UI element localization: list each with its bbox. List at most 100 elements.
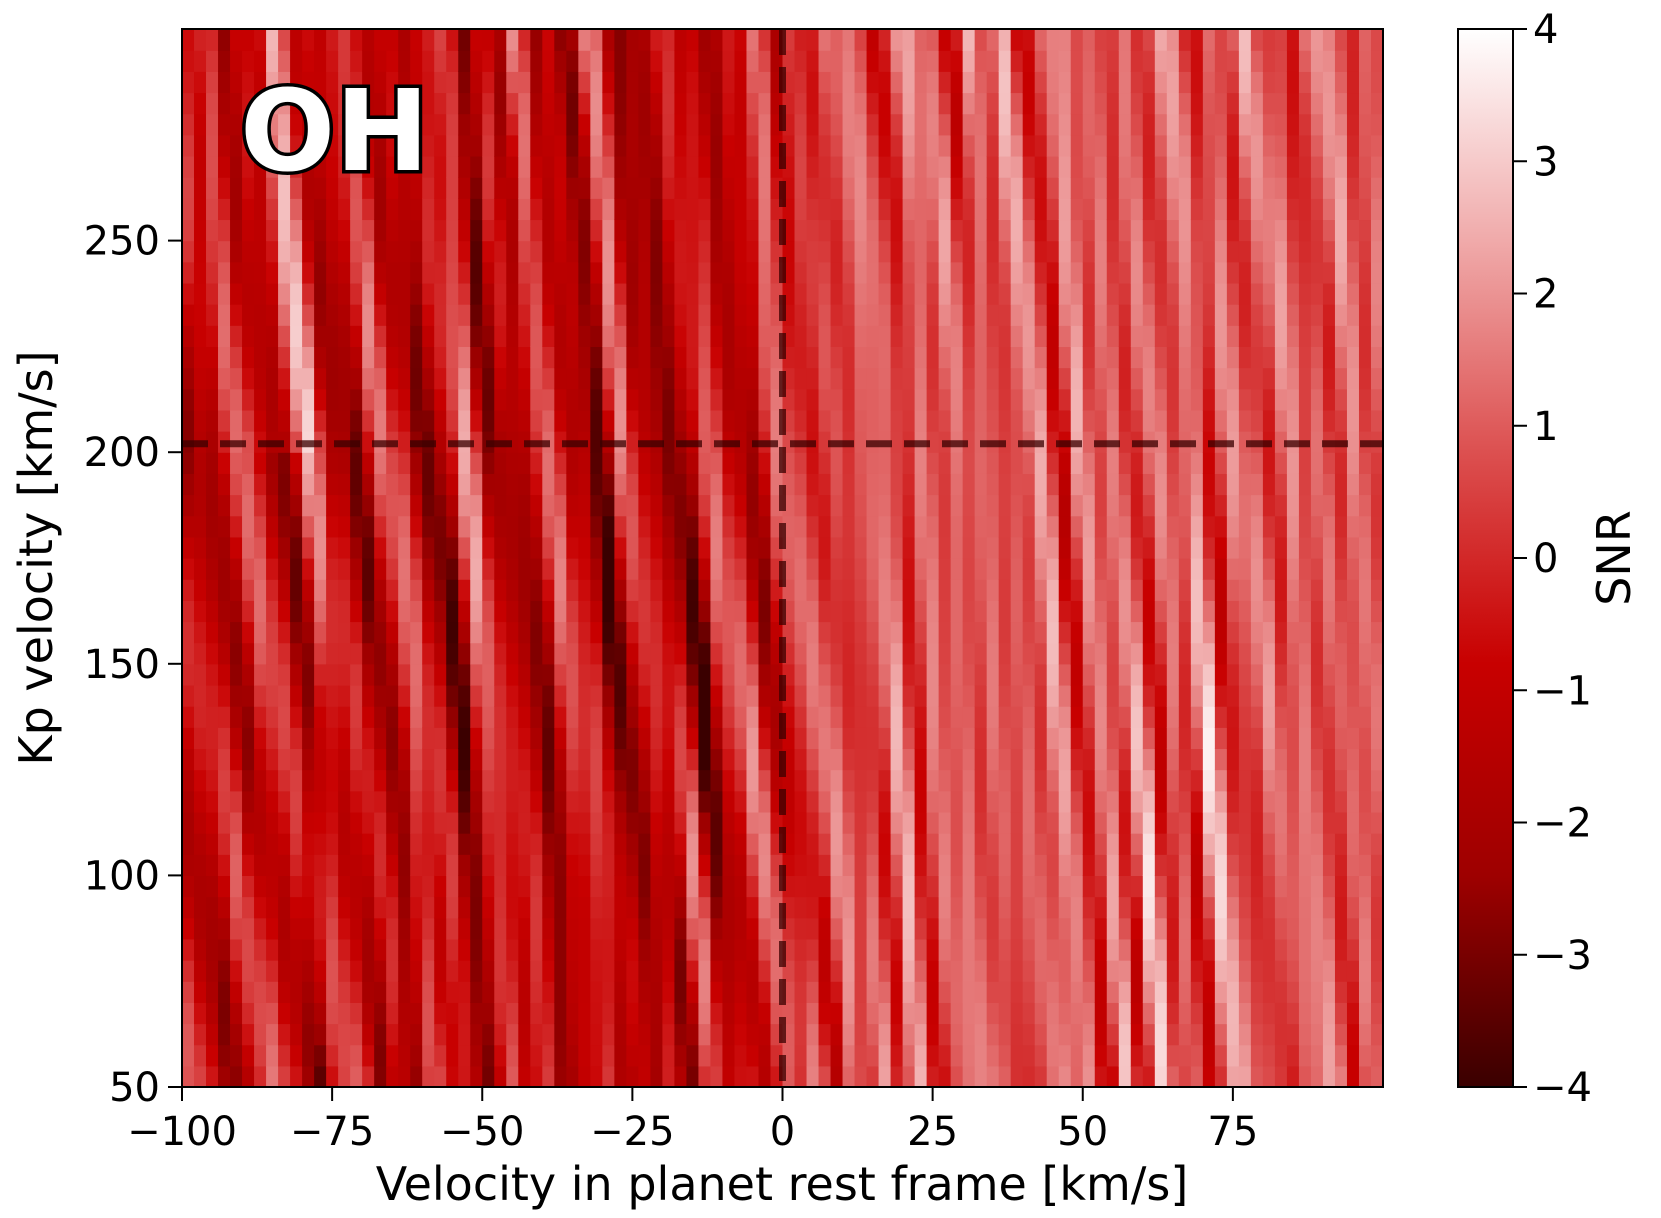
heatmap-cell — [938, 219, 952, 242]
heatmap-cell — [710, 642, 724, 665]
heatmap-cell — [278, 494, 291, 517]
heatmap-cell — [218, 1023, 231, 1046]
heatmap-cell — [530, 1023, 543, 1046]
heatmap-cell — [1046, 621, 1060, 644]
heatmap-cell — [530, 579, 543, 601]
heatmap-cell — [866, 981, 880, 1003]
heatmap-cell — [1082, 536, 1096, 559]
heatmap-cell — [494, 811, 507, 834]
heatmap-cell — [1178, 600, 1192, 623]
heatmap-cell — [1286, 113, 1300, 136]
heatmap-cell — [1034, 71, 1048, 94]
heatmap-cell — [1286, 1023, 1300, 1046]
heatmap-cell — [1034, 1065, 1048, 1087]
heatmap-cell — [602, 240, 615, 263]
heatmap-cell — [182, 642, 195, 665]
heatmap-cell — [1262, 1065, 1276, 1087]
heatmap-cell — [962, 134, 976, 157]
heatmap-cell — [1202, 134, 1216, 157]
heatmap-cell — [290, 769, 303, 792]
heatmap-cell — [230, 896, 243, 919]
heatmap-cell — [1202, 727, 1216, 750]
heatmap-cell — [1082, 409, 1096, 432]
heatmap-cell — [1118, 769, 1132, 792]
heatmap-cell — [266, 600, 279, 623]
heatmap-cell — [1262, 833, 1276, 855]
heatmap-cell — [482, 367, 495, 390]
heatmap-cell — [866, 71, 880, 94]
heatmap-cell — [662, 1065, 676, 1087]
heatmap-cell — [290, 917, 303, 940]
heatmap-cell — [242, 600, 255, 623]
heatmap-cell — [974, 71, 988, 94]
heatmap-cell — [1298, 811, 1312, 834]
heatmap-cell — [1322, 684, 1336, 707]
heatmap-cell — [926, 29, 940, 51]
heatmap-cell — [506, 388, 519, 411]
heatmap-cell — [602, 621, 615, 644]
heatmap-cell — [1166, 134, 1180, 157]
heatmap-cell — [1214, 282, 1228, 305]
heatmap-cell — [266, 790, 279, 813]
heatmap-cell — [962, 388, 976, 411]
heatmap-cell — [470, 769, 483, 792]
heatmap-cell — [626, 1044, 639, 1067]
heatmap-cell — [710, 600, 724, 623]
heatmap-cell — [386, 29, 399, 51]
heatmap-cell — [842, 134, 856, 157]
heatmap-cell — [1238, 558, 1252, 580]
heatmap-cell — [398, 304, 411, 326]
heatmap-cell — [938, 663, 952, 686]
heatmap-cell — [1202, 642, 1216, 665]
heatmap-cell — [614, 325, 627, 347]
heatmap-cell — [242, 304, 255, 326]
heatmap-cell — [1298, 50, 1312, 72]
heatmap-cell — [890, 748, 904, 771]
heatmap-cell — [818, 409, 832, 432]
heatmap-cell — [566, 388, 579, 411]
heatmap-cell — [950, 452, 964, 474]
heatmap-cell — [398, 558, 411, 580]
heatmap-cell — [326, 1065, 339, 1087]
heatmap-cell — [1250, 854, 1264, 876]
heatmap-cell — [410, 811, 423, 834]
heatmap-cell — [542, 600, 555, 623]
heatmap-cell — [1358, 960, 1372, 982]
heatmap-cell — [1370, 367, 1383, 390]
heatmap-cell — [218, 388, 231, 411]
heatmap-cell — [530, 642, 543, 665]
heatmap-cell — [254, 388, 267, 411]
heatmap-cell — [794, 536, 808, 559]
heatmap-cell — [794, 790, 808, 813]
heatmap-cell — [1262, 960, 1276, 982]
heatmap-cell — [1106, 177, 1120, 199]
heatmap-cell — [326, 706, 339, 728]
heatmap-cell — [1286, 896, 1300, 919]
heatmap-cell — [314, 50, 327, 72]
heatmap-cell — [410, 473, 423, 496]
heatmap-cell — [1166, 1002, 1180, 1025]
heatmap-cell — [278, 790, 291, 813]
heatmap-cell — [986, 960, 1000, 982]
heatmap-cell — [866, 367, 880, 390]
heatmap-cell — [1094, 473, 1108, 496]
heatmap-cell — [1334, 261, 1348, 284]
heatmap-cell — [734, 1023, 748, 1046]
heatmap-cell — [650, 325, 663, 347]
heatmap-cell — [1058, 896, 1072, 919]
heatmap-cell — [746, 177, 760, 199]
heatmap-cell — [1094, 494, 1108, 517]
heatmap-cell — [974, 981, 988, 1003]
heatmap-cell — [962, 325, 976, 347]
heatmap-cell — [1262, 663, 1276, 686]
heatmap-cell — [914, 833, 928, 855]
heatmap-cell — [266, 854, 279, 876]
heatmap-cell — [590, 790, 603, 813]
heatmap-cell — [1370, 1023, 1383, 1046]
heatmap-cell — [422, 134, 435, 157]
heatmap-cell — [1286, 219, 1300, 242]
heatmap-cell — [1250, 198, 1264, 221]
heatmap-cell — [374, 155, 387, 178]
heatmap-cell — [374, 811, 387, 834]
heatmap-cell — [1022, 833, 1036, 855]
